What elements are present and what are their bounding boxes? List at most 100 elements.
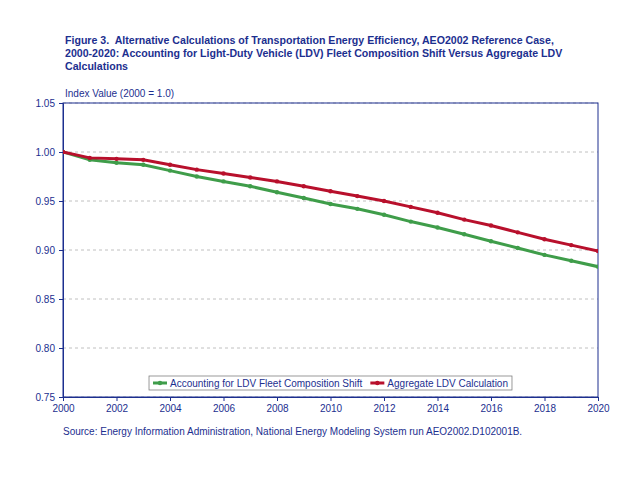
x-tick-label: 2014 [427, 403, 450, 414]
series-marker [409, 205, 413, 209]
x-tick-label: 2000 [52, 403, 75, 414]
x-tick: 2018 [534, 397, 557, 414]
y-tick-label: 0.90 [36, 245, 56, 256]
y-tick-mark [59, 103, 63, 104]
grid-line [63, 348, 598, 349]
x-axis-line [64, 398, 599, 402]
series-marker [542, 253, 546, 257]
series-marker [489, 223, 493, 227]
x-tick: 2000 [52, 397, 75, 414]
series-marker [328, 189, 332, 193]
legend-item: Accounting for LDV Fleet Composition Shi… [153, 378, 363, 389]
x-tick-label: 2004 [159, 403, 182, 414]
x-tick-label: 2010 [320, 403, 343, 414]
x-axis: 2000 2002 2004 2006 2008 2010 2012 2014 2016 2018… [52, 397, 610, 414]
series-marker [462, 232, 466, 236]
series-marker [516, 230, 520, 234]
x-tick-label: 2002 [106, 403, 129, 414]
x-tick-mark [438, 397, 439, 401]
y-tick: 0.95 [36, 196, 63, 207]
y-tick: 1.00 [36, 147, 63, 158]
series-marker [569, 259, 573, 263]
source-note: Source: Energy Information Administratio… [63, 426, 522, 437]
series-marker [275, 190, 279, 194]
legend-box [149, 376, 512, 390]
x-tick-mark [170, 397, 171, 401]
x-tick: 2008 [266, 397, 289, 414]
x-tick-label: 2008 [266, 403, 289, 414]
y-tick: 0.90 [36, 245, 63, 256]
legend-marker [158, 381, 162, 385]
x-tick-mark [545, 397, 546, 401]
series-marker [221, 179, 225, 183]
series-marker [141, 158, 145, 162]
series-marker [63, 150, 65, 154]
title: Figure 3. Alternative Calculations of Tr… [65, 34, 562, 72]
y-axis-line [59, 104, 64, 398]
series-marker [596, 264, 598, 268]
series-line [63, 152, 598, 251]
series-marker [596, 249, 598, 253]
y-tick: 1.05 [36, 98, 63, 109]
series-marker [542, 237, 546, 241]
y-tick-mark [59, 152, 63, 153]
plot-frame [63, 103, 598, 397]
series-marker [435, 225, 439, 229]
x-tick: 2014 [427, 397, 450, 414]
series-marker [248, 184, 252, 188]
grid-line [63, 299, 598, 300]
series-marker [168, 163, 172, 167]
series-marker [328, 202, 332, 206]
grid-line [63, 152, 598, 153]
y-tick-mark [59, 201, 63, 202]
legend-swatch [370, 382, 384, 385]
grid [63, 103, 598, 397]
x-tick: 2020 [587, 397, 610, 414]
plot-area [63, 150, 598, 269]
series-marker [355, 194, 359, 198]
y-tick-label: 0.75 [36, 392, 56, 403]
series-marker [248, 175, 252, 179]
y-axis-label: Index Value (2000 = 1.0) [65, 88, 174, 99]
chart: Figure 3. Alternative Calculations of Tr… [0, 0, 624, 480]
x-tick-mark [277, 397, 278, 401]
y-tick: 0.75 [36, 392, 63, 403]
x-tick: 2010 [320, 397, 343, 414]
y-tick-mark [59, 250, 63, 251]
series-marker [516, 246, 520, 250]
y-tick: 0.85 [36, 294, 63, 305]
series-marker [302, 184, 306, 188]
legend-label: Aggregate LDV Calculation [387, 378, 508, 389]
grid-line [63, 201, 598, 202]
x-tick: 2006 [213, 397, 236, 414]
series-marker [355, 207, 359, 211]
y-tick-label: 0.80 [36, 343, 56, 354]
series-marker [302, 196, 306, 200]
legend-swatch [153, 382, 167, 385]
x-tick-label: 2020 [587, 403, 610, 414]
series-marker [409, 219, 413, 223]
y-axis: 0.75 0.80 0.85 0.90 0.95 1.00 1.05 [36, 98, 64, 403]
x-tick: 2016 [480, 397, 503, 414]
x-tick: 2004 [159, 397, 182, 414]
x-tick-label: 2018 [534, 403, 557, 414]
series-marker [168, 168, 172, 172]
x-tick: 2002 [106, 397, 129, 414]
series-line [63, 152, 598, 267]
y-tick-label: 1.05 [36, 98, 56, 109]
y-tick-mark [59, 299, 63, 300]
y-tick-label: 0.85 [36, 294, 56, 305]
y-tick-mark [59, 397, 63, 398]
legend-item: Aggregate LDV Calculation [370, 378, 508, 389]
y-tick: 0.80 [36, 343, 63, 354]
x-tick-mark [117, 397, 118, 401]
x-tick-label: 2012 [373, 403, 396, 414]
y-tick-label: 0.95 [36, 196, 56, 207]
x-tick-mark [491, 397, 492, 401]
x-tick-label: 2016 [480, 403, 503, 414]
x-tick-label: 2006 [213, 403, 236, 414]
x-tick-mark [598, 397, 599, 401]
series-marker [462, 217, 466, 221]
y-tick-label: 1.00 [36, 147, 56, 158]
legend: Accounting for LDV Fleet Composition Shi… [149, 376, 512, 390]
